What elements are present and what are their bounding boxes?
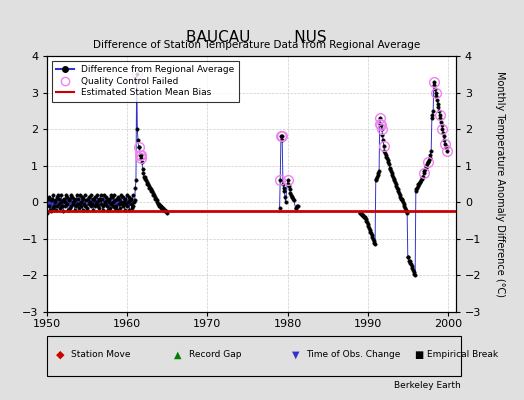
- Text: Berkeley Earth: Berkeley Earth: [395, 381, 461, 390]
- Text: Difference of Station Temperature Data from Regional Average: Difference of Station Temperature Data f…: [93, 40, 420, 50]
- Text: Empirical Break: Empirical Break: [427, 350, 498, 359]
- Text: Station Move: Station Move: [71, 350, 130, 359]
- Y-axis label: Monthly Temperature Anomaly Difference (°C): Monthly Temperature Anomaly Difference (…: [495, 71, 505, 297]
- Text: ▼: ▼: [292, 350, 300, 360]
- Text: ■: ■: [414, 350, 424, 360]
- Legend: Difference from Regional Average, Quality Control Failed, Estimated Station Mean: Difference from Regional Average, Qualit…: [52, 60, 239, 102]
- Text: Time of Obs. Change: Time of Obs. Change: [307, 350, 401, 359]
- Text: Record Gap: Record Gap: [189, 350, 241, 359]
- Text: ◆: ◆: [56, 350, 64, 360]
- Text: ▲: ▲: [174, 350, 182, 360]
- Text: BAUCAU         NUS: BAUCAU NUS: [187, 30, 327, 45]
